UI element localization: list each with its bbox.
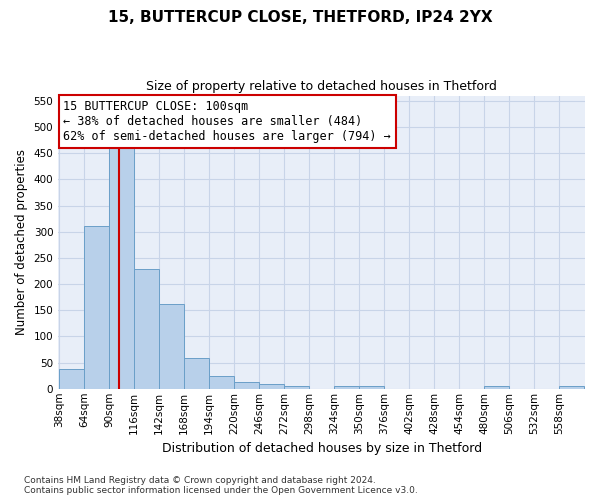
Bar — [334, 386, 359, 389]
Bar — [359, 386, 383, 389]
Title: Size of property relative to detached houses in Thetford: Size of property relative to detached ho… — [146, 80, 497, 93]
Bar — [134, 270, 158, 389]
Bar — [84, 226, 109, 389]
Bar — [209, 376, 233, 389]
Bar — [109, 148, 134, 389]
Bar — [559, 386, 584, 389]
Bar — [184, 358, 209, 389]
Y-axis label: Number of detached properties: Number of detached properties — [15, 149, 28, 335]
Bar — [159, 304, 184, 389]
Text: 15 BUTTERCUP CLOSE: 100sqm
← 38% of detached houses are smaller (484)
62% of sem: 15 BUTTERCUP CLOSE: 100sqm ← 38% of deta… — [64, 100, 391, 143]
Bar — [284, 386, 308, 389]
X-axis label: Distribution of detached houses by size in Thetford: Distribution of detached houses by size … — [161, 442, 482, 455]
Bar — [59, 369, 83, 389]
Text: Contains HM Land Registry data © Crown copyright and database right 2024.
Contai: Contains HM Land Registry data © Crown c… — [24, 476, 418, 495]
Bar — [259, 384, 284, 389]
Text: 15, BUTTERCUP CLOSE, THETFORD, IP24 2YX: 15, BUTTERCUP CLOSE, THETFORD, IP24 2YX — [107, 10, 493, 25]
Bar — [234, 382, 259, 389]
Bar — [484, 386, 509, 389]
